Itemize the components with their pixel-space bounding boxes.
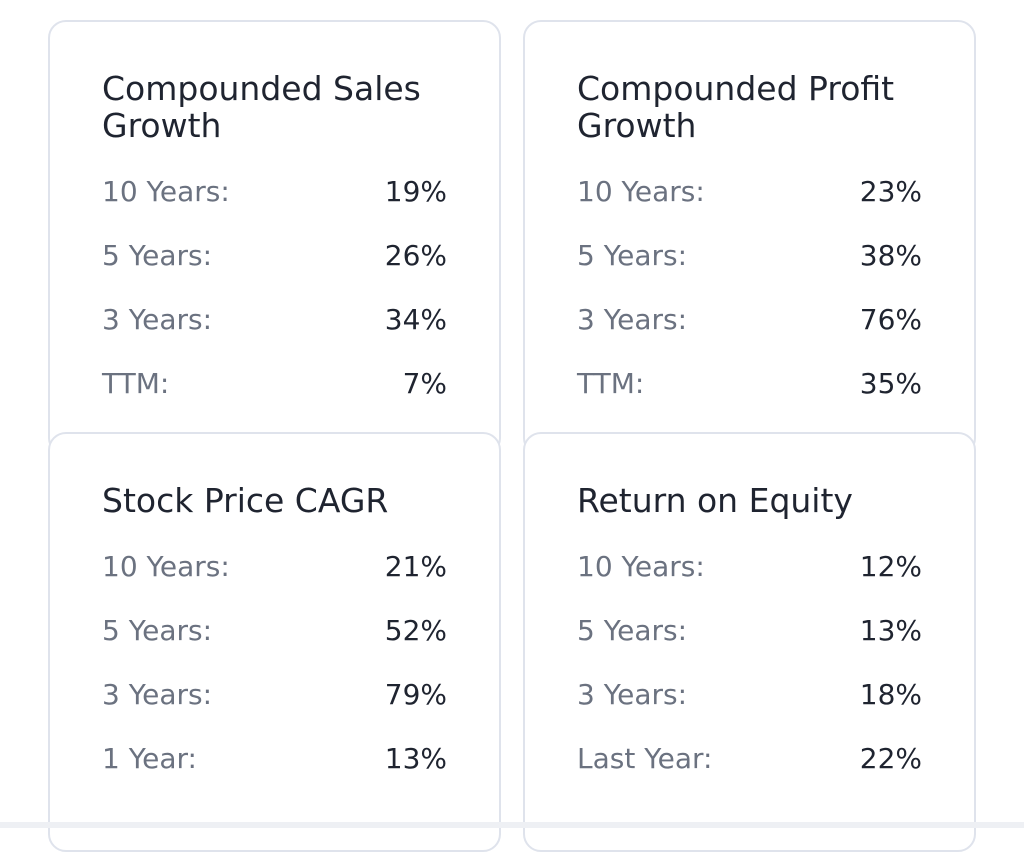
row-label: 3 Years: [577, 678, 688, 711]
row-value: 18% [859, 678, 922, 711]
row-value: 35% [859, 367, 922, 400]
row-label: 3 Years: [102, 678, 213, 711]
row-value: 76% [859, 303, 922, 336]
row-value: 13% [859, 614, 922, 647]
metric-card: Return on Equity 10 Years: 12% 5 Years: 13% 3… [523, 432, 976, 852]
row-label: 5 Years: [577, 614, 688, 647]
row-value: 12% [859, 550, 922, 583]
row-label: 10 Years: [577, 550, 705, 583]
metric-card: Stock Price CAGR 10 Years: 21% 5 Years: 52% 3… [48, 432, 501, 852]
row-value: 7% [402, 367, 447, 400]
metric-card: Compounded Profit Growth 10 Years: 23% 5 Ye… [523, 20, 976, 456]
row-value: 79% [384, 678, 447, 711]
row-label: 5 Years: [102, 239, 213, 272]
row-value: 21% [384, 550, 447, 583]
row-label: 3 Years: [102, 303, 213, 336]
metric-card: Compounded Sales Growth 10 Years: 19% 5 Yea… [48, 20, 501, 456]
divider [0, 822, 1024, 828]
row-value: 13% [384, 742, 447, 775]
card-title: Compounded Profit Growth [577, 69, 895, 145]
row-value: 19% [384, 175, 447, 208]
row-label: TTM: [102, 367, 170, 400]
row-label: 10 Years: [102, 175, 230, 208]
row-label: 10 Years: [102, 550, 230, 583]
row-label: 1 Year: [102, 742, 197, 775]
row-value: 38% [859, 239, 922, 272]
card-title: Compounded Sales Growth [102, 69, 421, 145]
page: Compounded Sales Growth 10 Years: 19% 5 Yea… [0, 20, 1024, 852]
card-title: Stock Price CAGR [102, 481, 389, 520]
row-label: 3 Years: [577, 303, 688, 336]
card-title: Return on Equity [577, 481, 853, 520]
row-label: TTM: [577, 367, 645, 400]
row-value: 34% [384, 303, 447, 336]
row-value: 23% [859, 175, 922, 208]
row-value: 26% [384, 239, 447, 272]
row-label: 5 Years: [102, 614, 213, 647]
row-label: Last Year: [577, 742, 713, 775]
row-label: 5 Years: [577, 239, 688, 272]
row-value: 52% [384, 614, 447, 647]
row-label: 10 Years: [577, 175, 705, 208]
row-value: 22% [859, 742, 922, 775]
